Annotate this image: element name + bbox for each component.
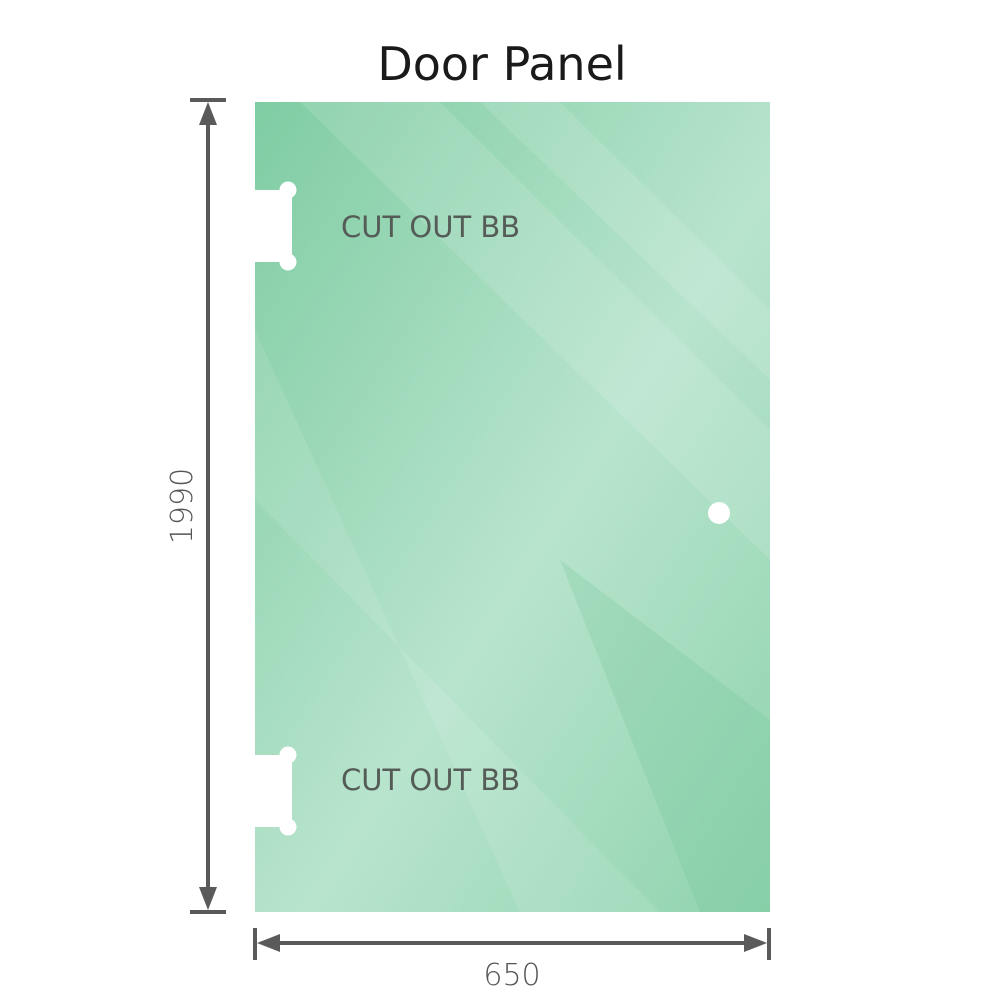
cutout-label-top: CUT OUT BB bbox=[341, 210, 520, 244]
cutout-label-bottom: CUT OUT BB bbox=[341, 763, 520, 797]
handle-hole bbox=[708, 502, 730, 524]
diagram-title: Door Panel bbox=[377, 37, 626, 91]
width-dimension-value: 650 bbox=[483, 958, 540, 993]
height-dimension-line bbox=[190, 98, 226, 914]
glass-shadow bbox=[560, 560, 770, 912]
cutout-top bbox=[255, 181, 297, 271]
glass-panel bbox=[255, 102, 770, 912]
height-dimension-value: 1990 bbox=[165, 468, 200, 544]
glass-reflection bbox=[480, 102, 770, 380]
width-dimension-line bbox=[253, 928, 771, 960]
cutout-bottom bbox=[255, 746, 297, 836]
glass-reflection bbox=[300, 102, 770, 560]
